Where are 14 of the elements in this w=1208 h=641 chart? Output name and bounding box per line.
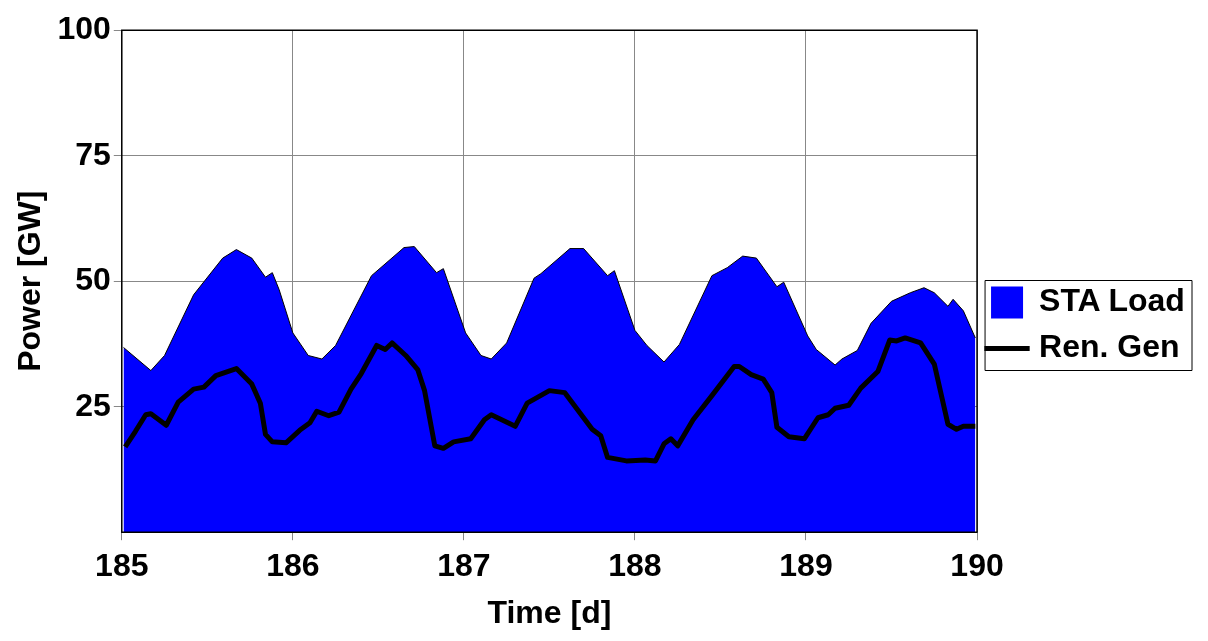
- x-tick-label: 185: [95, 547, 149, 584]
- y-tick-label: 100: [57, 10, 111, 47]
- x-tick-label: 188: [608, 547, 662, 584]
- x-tick-label: 186: [266, 547, 320, 584]
- x-tick-label: 189: [779, 547, 833, 584]
- x-tick-label: 190: [950, 547, 1004, 584]
- y-tick-label: 25: [75, 386, 111, 423]
- y-axis-title: Power [GW]: [11, 190, 48, 372]
- y-tick-label: 50: [75, 261, 111, 298]
- legend-label: Ren. Gen: [1039, 328, 1180, 365]
- x-axis-title: Time [d]: [487, 593, 612, 630]
- legend-label: STA Load: [1039, 282, 1185, 319]
- y-tick-label: 75: [75, 135, 111, 172]
- x-tick-label: 187: [437, 547, 491, 584]
